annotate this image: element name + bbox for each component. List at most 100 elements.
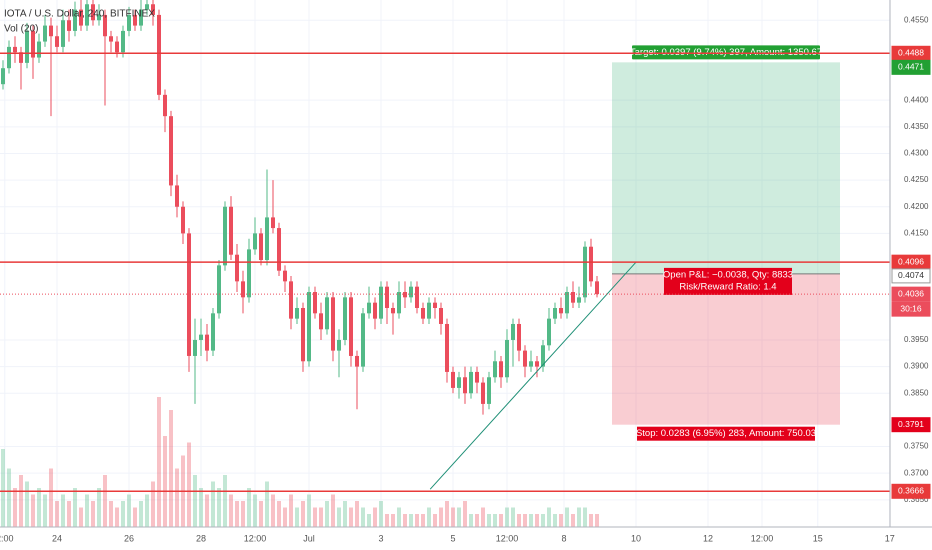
candle-body — [259, 233, 263, 261]
volume-bar — [271, 494, 275, 527]
volume-bar — [235, 501, 239, 527]
volume-bar — [97, 488, 101, 527]
candle-body — [385, 286, 389, 308]
candle-body — [199, 334, 203, 340]
volume-bar — [37, 488, 41, 527]
candle-body — [583, 246, 587, 298]
candle-body — [157, 14, 161, 95]
x-tick-label: 3 — [378, 533, 383, 543]
volume-bar — [301, 501, 305, 527]
last-price-tag-bg — [891, 286, 931, 302]
y-tick-label: 0.3850 — [904, 388, 929, 397]
stop-tag-bg — [891, 417, 931, 433]
candle-body — [511, 323, 515, 340]
risk-reward-label: Risk/Reward Ratio: 1.4 — [679, 281, 776, 292]
candle-body — [445, 323, 449, 372]
candle-body — [343, 297, 347, 340]
volume-bar — [19, 475, 23, 527]
volume-bar — [151, 481, 155, 527]
candle-body — [397, 292, 401, 314]
volume-bar — [109, 501, 113, 527]
candle-body — [181, 206, 185, 234]
volume-bar — [133, 507, 137, 527]
y-tick-label: 0.3950 — [904, 335, 929, 344]
candle-body — [517, 323, 521, 351]
volume-bar — [73, 488, 77, 527]
volume-bar — [505, 507, 509, 527]
candle-body — [205, 334, 209, 351]
candle-body — [43, 25, 47, 42]
candle-body — [55, 36, 59, 47]
volume-bar — [457, 507, 461, 527]
candle-body — [211, 313, 215, 351]
candle-body — [367, 302, 371, 314]
volume-bar — [487, 514, 491, 527]
candle-body — [331, 297, 335, 351]
indicator-label: Vol (20) — [4, 24, 38, 35]
volume-bar — [565, 507, 569, 527]
candle-body — [103, 14, 107, 37]
volume-bar — [259, 501, 263, 527]
candle-body — [247, 249, 251, 298]
candle-body — [565, 292, 569, 314]
plot: Target: 0.0397 (9.74%) 397, Amount: 1350… — [0, 0, 890, 527]
volume-bar — [91, 501, 95, 527]
volume-bar — [571, 514, 575, 527]
volume-bar — [25, 481, 29, 527]
target-label-bg — [632, 45, 820, 60]
candle-body — [505, 339, 509, 378]
x-tick-label: 5 — [450, 533, 455, 543]
candle-body — [553, 307, 557, 319]
candle-body — [1, 68, 5, 85]
candle-body — [223, 206, 227, 266]
candle-body — [523, 350, 527, 367]
volume-bar — [253, 494, 257, 527]
y-tick-label: 0.4350 — [904, 122, 929, 131]
x-tick-label: 24 — [52, 533, 62, 543]
volume-bar — [337, 507, 341, 527]
volume-bar — [199, 488, 203, 527]
candle-body — [109, 36, 113, 42]
volume-bar — [409, 514, 413, 527]
x-tick-label: 8 — [561, 533, 566, 543]
candle-body — [361, 313, 365, 367]
volume-bar — [391, 514, 395, 527]
volume-bar — [7, 468, 11, 527]
volume-bar — [523, 514, 527, 527]
volume-bar — [193, 475, 197, 527]
target-tag: 0.4471 — [898, 62, 924, 72]
volume-bar — [289, 494, 293, 527]
volume-bar — [373, 507, 377, 527]
candle-body — [265, 217, 269, 261]
volume-bar — [367, 514, 371, 527]
volume-bar — [439, 507, 443, 527]
candle-body — [49, 25, 53, 37]
volume-bar — [169, 410, 173, 527]
candle-body — [595, 281, 599, 295]
candle-body — [133, 14, 137, 26]
candle-body — [271, 217, 275, 229]
volume-bar — [247, 488, 251, 527]
candle-body — [463, 377, 467, 394]
volume-bar — [217, 488, 221, 527]
candle-body — [307, 292, 311, 362]
price-line-tag: 0.4488 — [898, 48, 924, 58]
y-tick-label: 0.4200 — [904, 202, 929, 211]
volume-bar — [1, 449, 5, 527]
volume-bar — [265, 481, 269, 527]
candle-body — [7, 46, 11, 69]
candle-body — [379, 286, 383, 319]
candle-body — [31, 30, 35, 58]
candle-body — [121, 30, 125, 53]
volume-bar — [355, 501, 359, 527]
candle-body — [61, 20, 65, 47]
pnl-label: Open P&L: −0.0038, Qty: 8833 — [663, 269, 793, 280]
last-price-tag: 0.4036 — [898, 288, 924, 298]
volume-bar — [421, 514, 425, 527]
candle-body — [355, 355, 359, 367]
x-tick-label: 12:00 — [496, 533, 519, 543]
candle-body — [577, 297, 581, 303]
volume-bar — [325, 501, 329, 527]
candle-body — [313, 292, 317, 314]
